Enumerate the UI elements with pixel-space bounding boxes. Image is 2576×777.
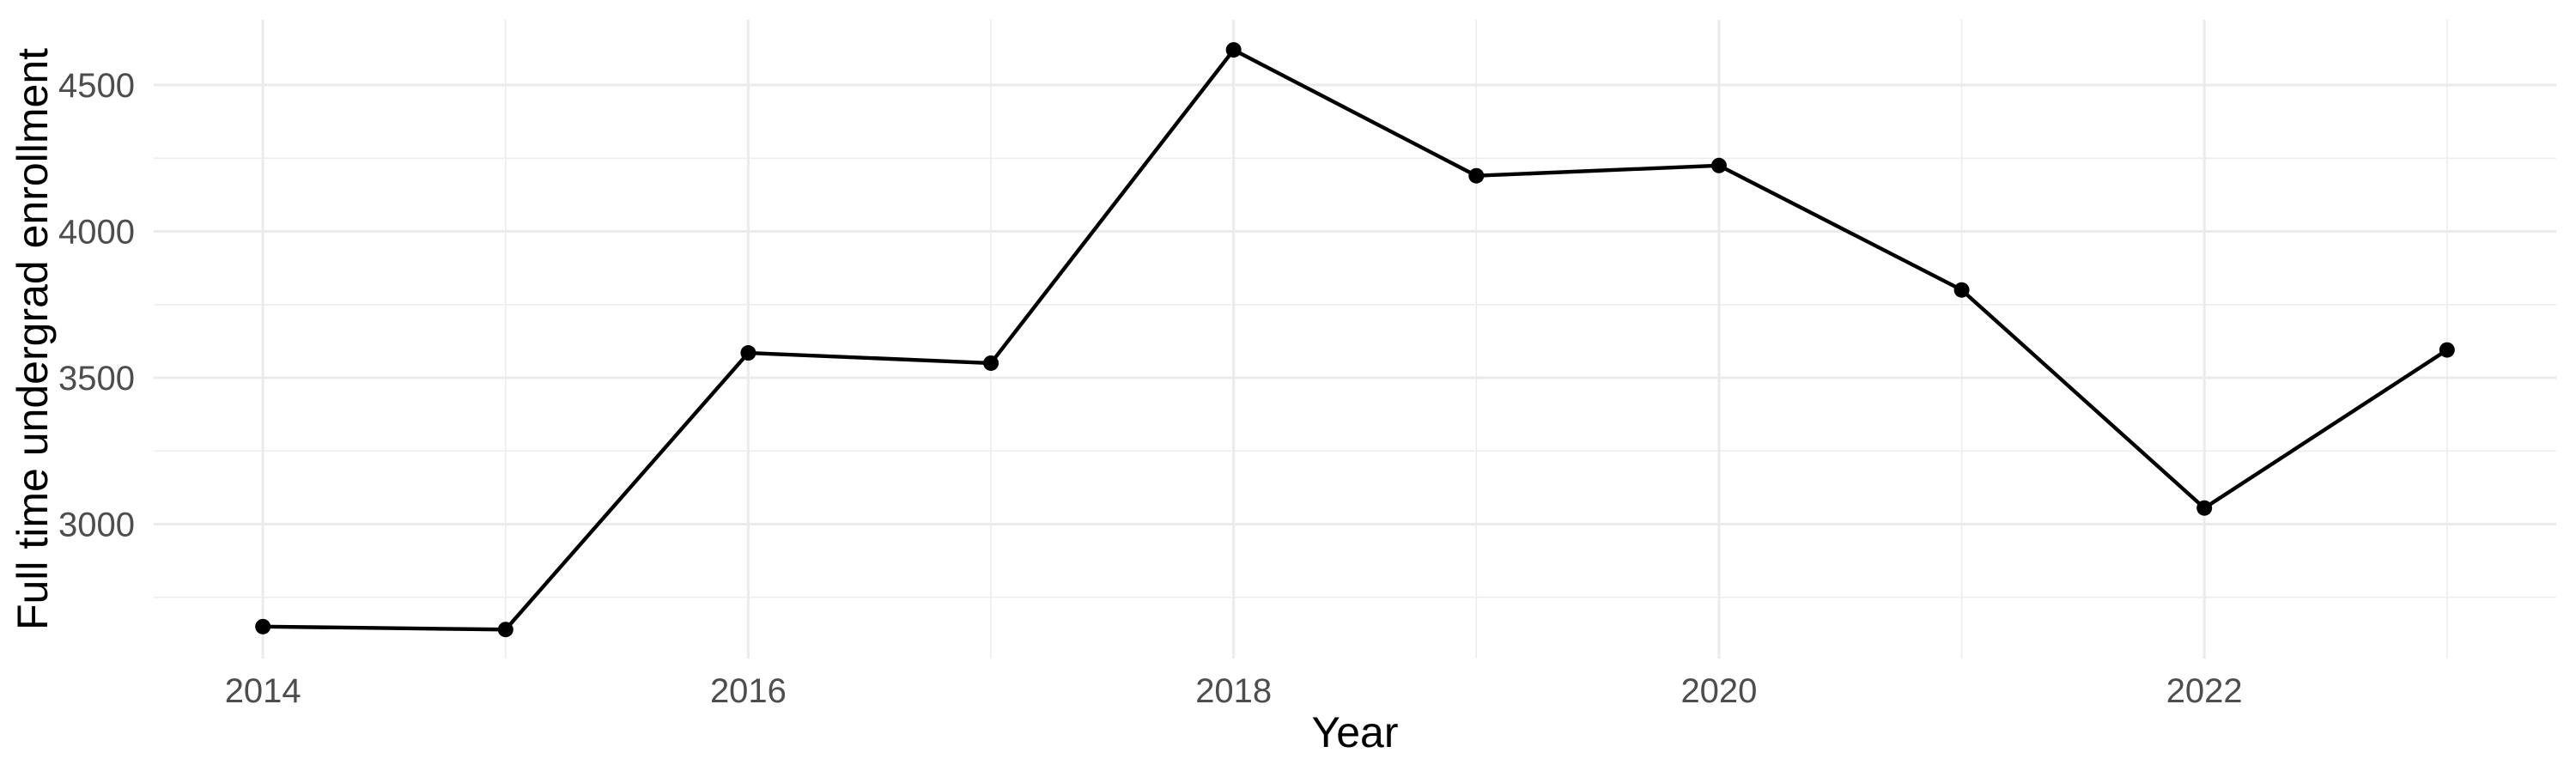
data-point-2022 (2196, 500, 2213, 516)
x-tick-label: 2022 (2166, 672, 2243, 710)
series-points-group (255, 42, 2455, 638)
y-tick-labels-group: 3000 3500 4000 4500 (58, 67, 135, 543)
data-point-2015 (497, 622, 513, 638)
data-point-2023 (2439, 342, 2455, 358)
data-point-2017 (983, 355, 999, 371)
x-axis-title: Year (1311, 708, 1398, 756)
y-tick-label: 3000 (58, 506, 135, 543)
data-point-2014 (255, 618, 271, 634)
x-tick-label: 2020 (1680, 672, 1757, 710)
data-point-2019 (1468, 167, 1485, 184)
enrollment-line (263, 47, 2449, 632)
x-tick-label: 2016 (710, 672, 787, 710)
data-point-2020 (1710, 157, 1727, 173)
y-tick-label: 4000 (58, 214, 135, 252)
grid-major-group (154, 20, 2556, 659)
y-tick-label: 3500 (58, 360, 135, 398)
y-tick-label: 4500 (58, 67, 135, 105)
x-tick-label: 2014 (225, 672, 301, 710)
y-axis-title: Full time undergrad enrollment (9, 48, 57, 630)
data-point-2021 (1953, 282, 1970, 298)
grid-minor-group (154, 20, 2556, 659)
data-point-2018 (1225, 42, 1242, 58)
x-tick-label: 2018 (1195, 672, 1272, 710)
data-point-2016 (740, 345, 756, 361)
x-tick-labels-group: 2014 2016 2018 2020 2022 (225, 672, 2243, 710)
series-line-group (263, 47, 2449, 632)
